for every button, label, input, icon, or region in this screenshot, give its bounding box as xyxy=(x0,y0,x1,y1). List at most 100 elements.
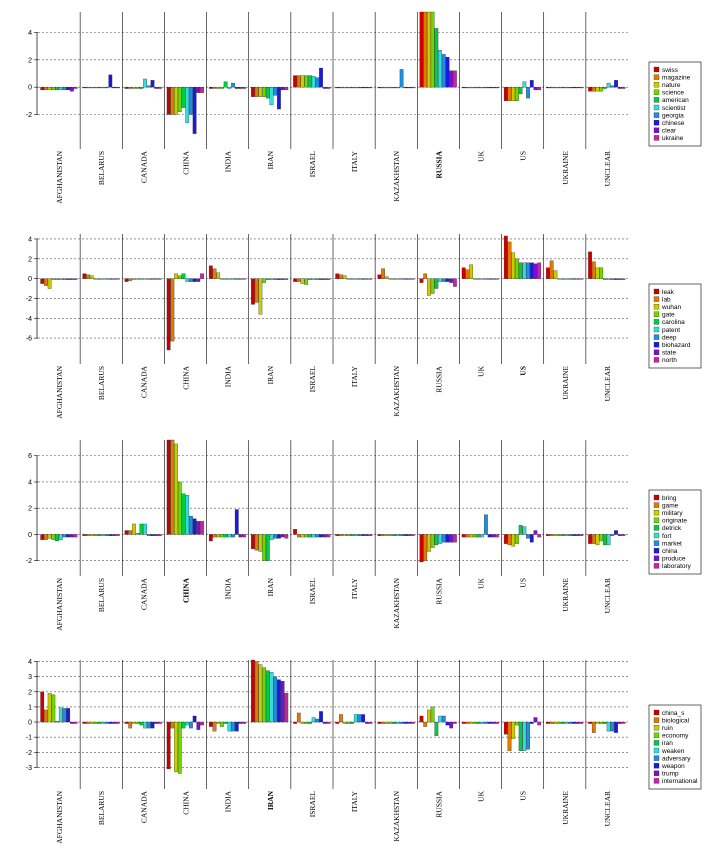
bar-russia-lab xyxy=(423,273,428,279)
bar-unclear-ukraine xyxy=(621,87,626,89)
bar-ukraine-ukraine xyxy=(579,87,584,89)
category-label-india: INDIA xyxy=(224,365,233,387)
bar-ukraine-leak xyxy=(546,267,550,279)
bar-iran-state xyxy=(280,278,285,280)
bar-uk-china_s xyxy=(461,721,466,724)
bar-unclear-scientist xyxy=(606,82,611,88)
bar-italy-china_s xyxy=(335,721,340,724)
y-tick-label: 0 xyxy=(28,720,32,727)
bar-china-ukraine xyxy=(200,87,204,93)
bar-italy-gate xyxy=(346,278,351,280)
bar-ukraine-china_s xyxy=(546,721,550,724)
bar-uk-produce xyxy=(491,534,496,538)
legend-swatch-trump xyxy=(653,770,660,776)
bar-chart-4: -3 -2 -1 0 1 2 3 4 AFGHANISTAN BELARUS CANADA CHINA… xyxy=(26,659,702,844)
bar-iran-game xyxy=(254,534,259,551)
y-tick-label: -3 xyxy=(26,765,32,772)
legend-label-deep: deep xyxy=(662,334,677,341)
legend-swatch-lab xyxy=(653,296,660,302)
bar-canada-china xyxy=(150,534,155,536)
category-label-kazakhstan: KAZAKHSTAN xyxy=(392,577,401,628)
bar-india-clear xyxy=(238,87,243,89)
bar-india-georgia xyxy=(231,82,235,88)
bar-israel-state xyxy=(322,278,327,280)
bar-iran-patent xyxy=(269,278,274,280)
bar-iran-wuhan xyxy=(258,278,263,315)
category-label-us: US xyxy=(519,578,528,588)
category-label-israel: ISRAEL xyxy=(308,578,317,605)
y-tick-label: 4 xyxy=(28,659,32,666)
bar-ukraine-biohazard xyxy=(572,278,576,280)
bar-uk-swiss xyxy=(461,87,466,89)
bar-canada-carolina xyxy=(139,278,144,280)
bar-unclear-military xyxy=(595,534,600,546)
bar-ukraine-nature xyxy=(553,87,558,89)
category-label-kazakhstan: KAZAKHSTAN xyxy=(392,365,401,416)
legend-swatch-carolina xyxy=(653,319,660,325)
bar-china-clear xyxy=(196,87,201,93)
bar-us-nature xyxy=(511,87,516,101)
bar-italy-patent xyxy=(353,278,358,280)
bar-israel-ruin xyxy=(300,721,305,724)
bar-afghanistan-patent xyxy=(58,278,63,280)
bar-russia-detrick xyxy=(434,534,439,546)
bar-unclear-market xyxy=(610,534,615,536)
bar-belarus-patent xyxy=(101,278,105,280)
bar-italy-china xyxy=(361,534,366,536)
legend-swatch-fort xyxy=(653,532,660,539)
bar-uk-georgia xyxy=(484,87,488,89)
bar-iran-scientist xyxy=(269,87,274,106)
bar-canada-patent xyxy=(143,278,147,280)
bar-us-biohazard xyxy=(529,262,534,279)
bar-uk-adversary xyxy=(484,721,488,724)
bar-kazakhstan-georgia xyxy=(399,69,404,88)
bar-italy-swiss xyxy=(335,87,340,89)
legend-swatch-georgia xyxy=(653,112,660,118)
bar-india-economy xyxy=(220,721,224,727)
bar-unclear-adversary xyxy=(610,721,615,732)
bar-india-patent xyxy=(227,278,232,280)
bar-china-carolina xyxy=(181,273,186,279)
bar-russia-gate xyxy=(430,278,435,294)
y-tick-label: -2 xyxy=(26,296,32,303)
y-tick-label: 0 xyxy=(28,85,32,92)
category-label-russia: RUSSIA xyxy=(434,790,443,817)
bar-italy-ukraine xyxy=(368,87,373,89)
category-label-china: CHINA xyxy=(182,790,191,814)
bar-kazakhstan-china_s xyxy=(377,721,382,724)
bar-afghanistan-international xyxy=(73,721,78,724)
category-label-us: US xyxy=(519,791,528,801)
bar-unclear-deep xyxy=(610,278,615,280)
y-tick-label: 4 xyxy=(28,236,32,243)
bar-india-military xyxy=(216,534,221,538)
bar-india-international xyxy=(242,721,247,724)
bar-uk-science xyxy=(472,87,477,89)
bar-ukraine-originate xyxy=(557,534,561,536)
bar-uk-leak xyxy=(461,267,466,279)
bar-china-lab xyxy=(170,278,175,342)
bar-china-adversary xyxy=(189,721,193,729)
bar-israel-military xyxy=(300,534,305,538)
bar-canada-bring xyxy=(124,530,129,535)
bar-unclear-bring xyxy=(588,534,592,544)
bar-us-produce xyxy=(533,530,538,535)
bar-ukraine-gate xyxy=(557,278,561,280)
category-label-russia: RUSSIA xyxy=(434,365,443,392)
bar-us-georgia xyxy=(526,87,530,99)
legend-swatch-china_s xyxy=(653,709,660,716)
bar-ukraine-georgia xyxy=(568,87,573,89)
bar-ukraine-game xyxy=(549,534,554,536)
bar-russia-deep xyxy=(441,278,446,282)
legend-swatch-state xyxy=(653,349,660,355)
bar-kazakhstan-laboratory xyxy=(410,534,415,536)
bar-us-gate xyxy=(515,258,519,279)
bar-belarus-international xyxy=(115,721,120,724)
bar-china-north xyxy=(200,273,204,279)
bar-belarus-bring xyxy=(82,534,87,536)
bar-canada-deep xyxy=(146,278,151,280)
legend-label-detrick: detrick xyxy=(662,525,682,532)
bar-canada-leak xyxy=(124,278,129,282)
bar-iran-lab xyxy=(254,278,259,303)
bar-china-iran xyxy=(181,721,186,729)
legend-label-market: market xyxy=(662,540,682,547)
